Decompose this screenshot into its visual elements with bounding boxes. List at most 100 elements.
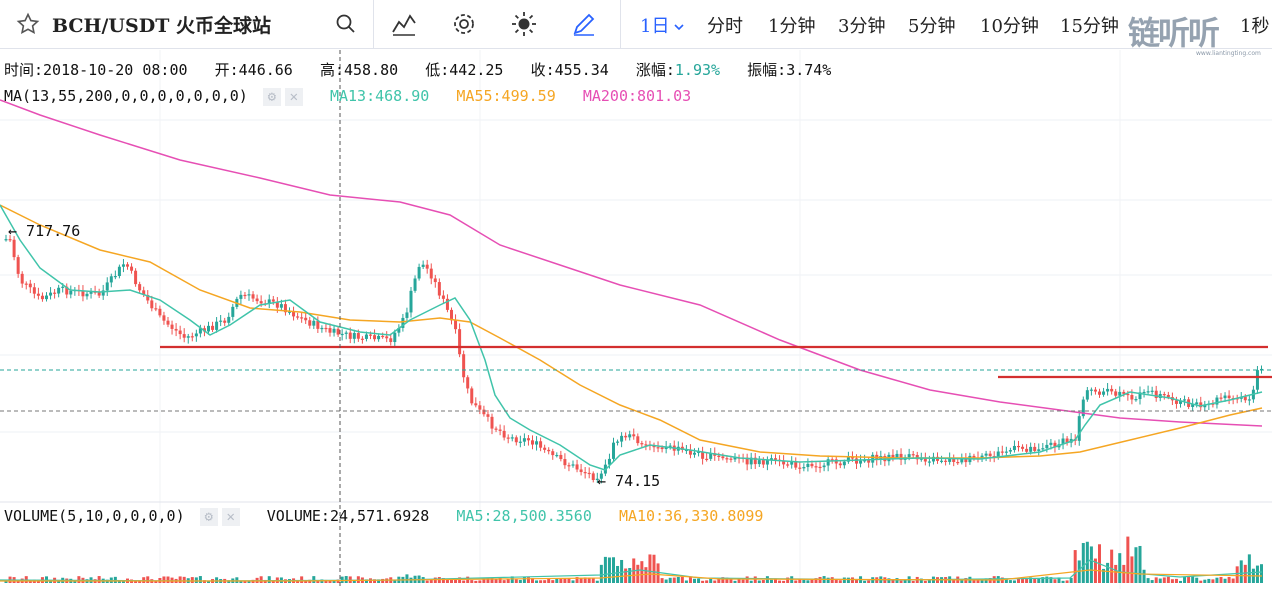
candle-body [243,294,247,297]
volume-bar [713,580,717,583]
volume-bar [1174,578,1178,583]
candle-body [575,464,579,470]
volume-bar [344,576,348,583]
volume-bar [239,580,243,583]
candle-body [360,338,364,340]
candle-body [146,295,150,301]
candle-body [126,264,129,267]
candle-body [12,239,16,258]
interval-10m[interactable]: 10分钟 [980,16,1039,37]
candle-body [219,320,223,322]
volume-bar [960,580,964,583]
candle-body [364,334,368,339]
volume-bar [332,580,336,583]
volume-bar [603,556,607,583]
interval-15m[interactable]: 15分钟 [1060,16,1119,37]
volume-bar [919,578,923,583]
candle-body [1179,400,1182,404]
volume-bar [514,579,518,583]
volume-bar [1037,578,1041,583]
volume-value: VOLUME:24,571.6928 [266,507,430,525]
candle-body [150,300,154,309]
candle-body [36,293,40,296]
candle-body [1138,392,1142,400]
interval-realtime[interactable]: 分时 [707,16,743,37]
candle-body [466,377,470,389]
volume-bar [891,579,895,583]
volume-bar [138,580,142,583]
volume-bar [1126,536,1130,583]
candle-body [506,437,510,439]
candle-body [332,328,336,333]
volume-bar [547,578,551,583]
candle-body [717,455,721,458]
candle-body [1154,390,1158,399]
volume-bar [117,580,121,583]
volume-bar [1215,577,1219,583]
candle-body [518,441,522,443]
candle-body [174,328,178,331]
volume-bar [972,580,976,583]
toolbar-divider [620,0,621,48]
volume-bar [583,577,587,583]
candle-body [1191,404,1195,407]
candle-body [85,293,89,297]
low-value: 442.25 [449,61,504,79]
volume-bar [178,576,182,583]
candle-body [850,457,854,459]
volume-bar [1199,580,1203,583]
close-icon[interactable]: ✕ [221,507,240,526]
draw-icon[interactable] [570,10,598,38]
candle-body [239,294,243,299]
interval-1s[interactable]: 1秒 [1240,16,1270,37]
volume-bar [543,580,547,583]
settings-icon[interactable]: ⚙ [199,507,218,526]
search-icon[interactable] [334,12,358,36]
settings-icon[interactable]: ⚙ [262,87,281,106]
interval-1m[interactable]: 1分钟 [768,16,816,37]
candle-body [1089,389,1093,391]
candle-body [381,335,385,338]
indicators-icon[interactable] [390,10,418,38]
star-icon[interactable] [16,12,40,36]
candle-body [194,333,198,337]
candle-body [786,464,790,466]
volume-bar [818,576,822,583]
candle-body [385,336,389,339]
interval-5m[interactable]: 5分钟 [908,16,956,37]
volume-bar [1162,577,1166,583]
candle-body [356,333,360,339]
theme-icon[interactable] [510,10,538,38]
volume-bar [190,577,194,583]
volume-bar [259,576,263,583]
candle-body [429,268,433,279]
candle-body [1255,370,1259,390]
candle-body [1000,451,1004,453]
candle-body [818,466,822,469]
candle-body [855,458,858,464]
symbol-name[interactable]: BCH/USDT 火币全球站 [52,14,271,37]
volume-bar [571,580,575,583]
candle-body [134,270,138,285]
candle-body [563,459,567,466]
candle-body [324,327,328,330]
volume-bar [923,580,927,583]
volume-bar [668,577,672,583]
candle-body [97,292,101,296]
close-icon[interactable]: ✕ [284,87,303,106]
volume-bar [336,579,340,583]
candle-body [535,441,539,445]
volume-bar [121,580,125,583]
volume-bar [1110,549,1114,583]
candle-body [1065,438,1069,443]
volume-bar [559,577,563,583]
settings-icon[interactable] [450,10,478,38]
volume-bar [162,576,166,583]
candle-body [109,276,113,283]
interval-1d[interactable]: 1日 [640,12,685,38]
candle-body [502,430,506,438]
interval-3m[interactable]: 3分钟 [838,16,886,37]
volume-bar [794,580,798,583]
ma13-value: MA13:468.90 [329,87,430,105]
